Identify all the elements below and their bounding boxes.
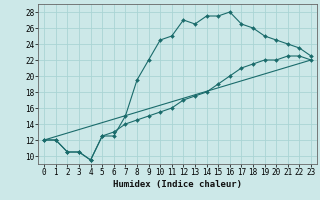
X-axis label: Humidex (Indice chaleur): Humidex (Indice chaleur) [113, 180, 242, 189]
